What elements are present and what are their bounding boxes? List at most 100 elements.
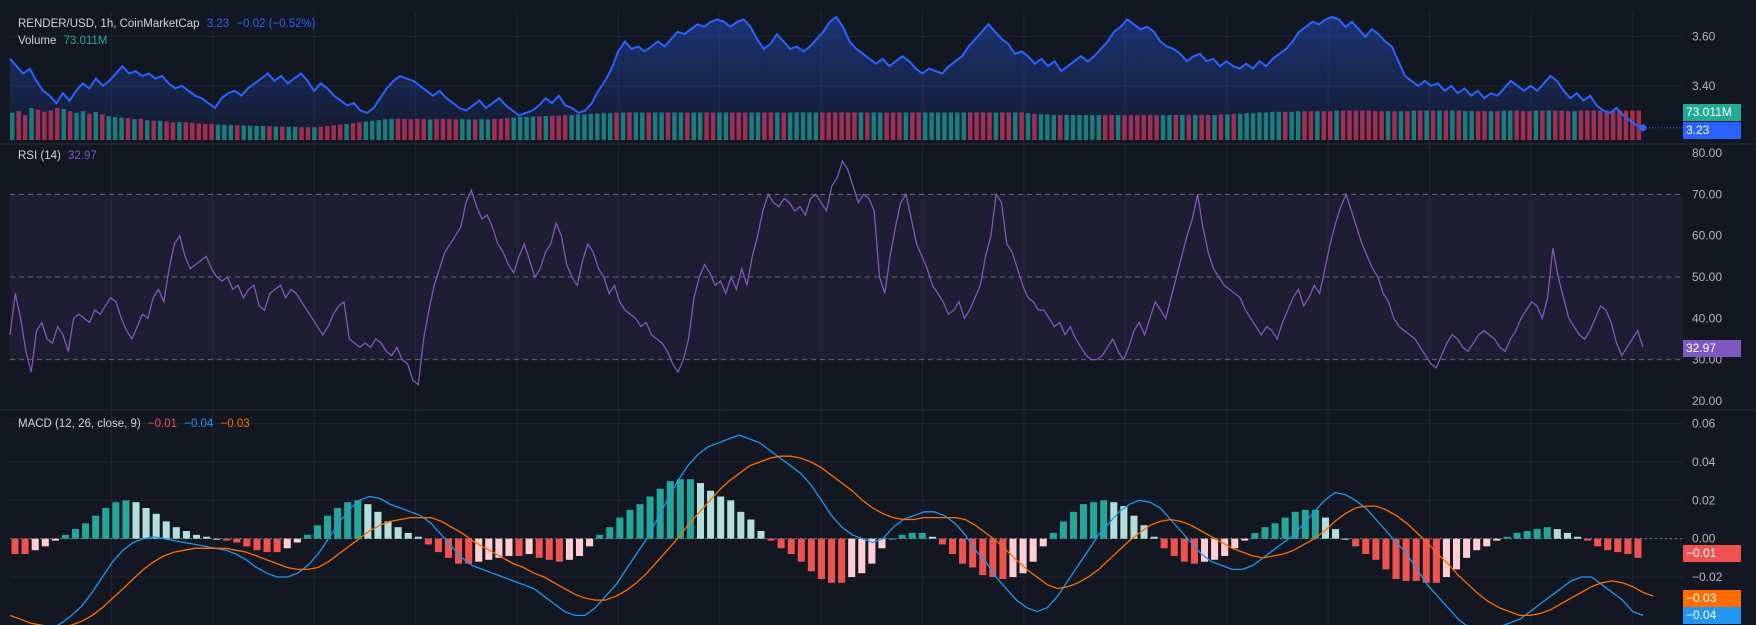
- macd-tick-label: 0.06: [1692, 417, 1716, 431]
- macd-histogram-bar: [414, 536, 422, 539]
- macd-histogram-bar: [1503, 536, 1511, 539]
- macd-histogram-bar: [676, 479, 684, 539]
- macd-histogram-bar: [1160, 538, 1168, 549]
- macd-histogram-bar: [1463, 538, 1471, 558]
- macd-line-value: −0.04: [184, 418, 214, 430]
- macd-histogram-bar: [495, 538, 503, 558]
- macd-histogram-bar: [898, 534, 906, 539]
- macd-histogram-bar: [1452, 538, 1461, 570]
- macd-histogram-bar: [616, 517, 624, 539]
- macd-histogram-bar: [1130, 515, 1138, 539]
- macd-histogram-bar: [1221, 538, 1229, 556]
- macd-hist-value: −0.01: [147, 418, 178, 430]
- macd-histogram-bar: [1090, 502, 1098, 539]
- macd-histogram-bar: [505, 538, 513, 556]
- macd-histogram-bar: [152, 513, 160, 539]
- macd-histogram-bar: [82, 523, 90, 539]
- macd-histogram-bar: [1372, 538, 1380, 560]
- macd-histogram-bar: [525, 538, 533, 555]
- rsi-line: [9, 159, 1644, 386]
- volume-tag: 73.011M: [1683, 104, 1741, 121]
- macd-histogram-bar: [132, 502, 140, 539]
- macd-histogram-bar: [303, 534, 311, 539]
- macd-histogram-bar: [465, 538, 473, 564]
- macd-line: [56, 434, 1644, 625]
- macd-histogram-bar: [92, 515, 100, 539]
- macd-histogram-bar: [969, 538, 977, 568]
- signal-line: [9, 455, 1654, 625]
- macd-histogram-bar: [1594, 538, 1602, 547]
- macd-histogram-bar: [162, 521, 170, 539]
- macd-histogram-bar: [1059, 521, 1067, 539]
- macd-histogram-bar: [313, 525, 321, 539]
- macd-histogram-bar: [1402, 538, 1410, 581]
- macd-histogram-bar: [1513, 532, 1521, 539]
- macd-histogram-bar: [1069, 511, 1077, 539]
- macd-histogram-bar: [253, 538, 261, 551]
- macd-histogram-bar: [142, 507, 150, 539]
- rsi-tick-label: 80.00: [1692, 146, 1722, 160]
- volume-label: Volume: [18, 35, 57, 47]
- macd-histogram-bar: [838, 538, 846, 583]
- macd-histogram-bar: [918, 532, 926, 539]
- macd-histogram-bar: [636, 504, 644, 539]
- macd-histogram-bar: [1039, 538, 1047, 547]
- macd-histogram-bar: [444, 538, 453, 558]
- macd-histogram-bar: [1483, 538, 1491, 547]
- macd-histogram-bar: [626, 509, 634, 539]
- macd-histogram-bar: [192, 534, 201, 539]
- macd-histogram-bar: [21, 538, 29, 555]
- volume-legend[interactable]: Volume 73.011M: [18, 35, 111, 47]
- macd-histogram-bar: [1311, 509, 1319, 539]
- macd-histogram-bar: [61, 534, 69, 539]
- macd-tick-label: 0.04: [1692, 455, 1716, 469]
- macd-histogram-bar: [1029, 538, 1037, 562]
- macd-histogram-bar: [394, 527, 402, 539]
- last-price-marker: [1639, 124, 1647, 132]
- rsi-legend[interactable]: RSI (14) 32.97: [18, 150, 101, 162]
- macd-histogram-bar: [767, 538, 775, 541]
- last-price: 3.23: [206, 18, 230, 30]
- macd-histogram-bar: [182, 531, 190, 539]
- macd-histogram-bar: [727, 500, 735, 539]
- macd-histogram-bar: [1362, 538, 1370, 555]
- macd-histogram-bar: [1382, 538, 1390, 570]
- macd-histogram-bar: [1271, 523, 1279, 539]
- macd-signal-tag: −0.03: [1683, 590, 1741, 607]
- macd-histogram-bar: [545, 538, 553, 560]
- rsi-band-fill: [10, 194, 1683, 360]
- macd-histogram-bar: [233, 538, 241, 543]
- macd-histogram-bar: [51, 538, 59, 541]
- price-change: −0.02 (−0.52%): [236, 18, 316, 30]
- macd-histogram-bar: [1281, 517, 1289, 539]
- macd-histogram-bar: [1080, 504, 1088, 539]
- macd-histogram-bar: [172, 527, 180, 539]
- macd-histogram-bar: [787, 538, 795, 555]
- rsi-tick-label: 40.00: [1692, 311, 1722, 325]
- macd-histogram-bar: [1442, 538, 1450, 578]
- macd-histogram-bar: [989, 538, 997, 578]
- macd-tick-label: 0.00: [1692, 532, 1716, 546]
- macd-histogram-bar: [686, 479, 694, 539]
- main-legend[interactable]: RENDER/USD, 1h, CoinMarketCap 3.23 −0.02…: [18, 18, 320, 30]
- macd-histogram-bar: [707, 490, 715, 539]
- macd-histogram-bar: [323, 515, 332, 539]
- macd-histogram-bar: [1211, 538, 1219, 560]
- macd-histogram-bar: [888, 538, 896, 540]
- macd-histogram-bar: [334, 507, 342, 539]
- macd-histogram-bar: [1170, 538, 1178, 556]
- macd-histogram-bar: [1543, 527, 1551, 539]
- macd-histogram-bar: [959, 538, 967, 564]
- macd-histogram-bar: [797, 538, 805, 562]
- macd-histogram-bar: [1604, 538, 1612, 551]
- price-tick-label: 3.60: [1692, 30, 1716, 44]
- rsi-tag: 32.97: [1683, 340, 1741, 357]
- macd-histogram-bar: [364, 504, 372, 539]
- macd-histogram-bar: [1049, 532, 1057, 539]
- macd-histogram-bar: [1432, 538, 1440, 583]
- macd-legend[interactable]: MACD (12, 26, close, 9) −0.01 −0.04 −0.0…: [18, 418, 254, 430]
- macd-histogram-bar: [1009, 538, 1017, 578]
- macd-histogram-bar: [1110, 502, 1118, 539]
- macd-histogram-bar: [41, 538, 49, 547]
